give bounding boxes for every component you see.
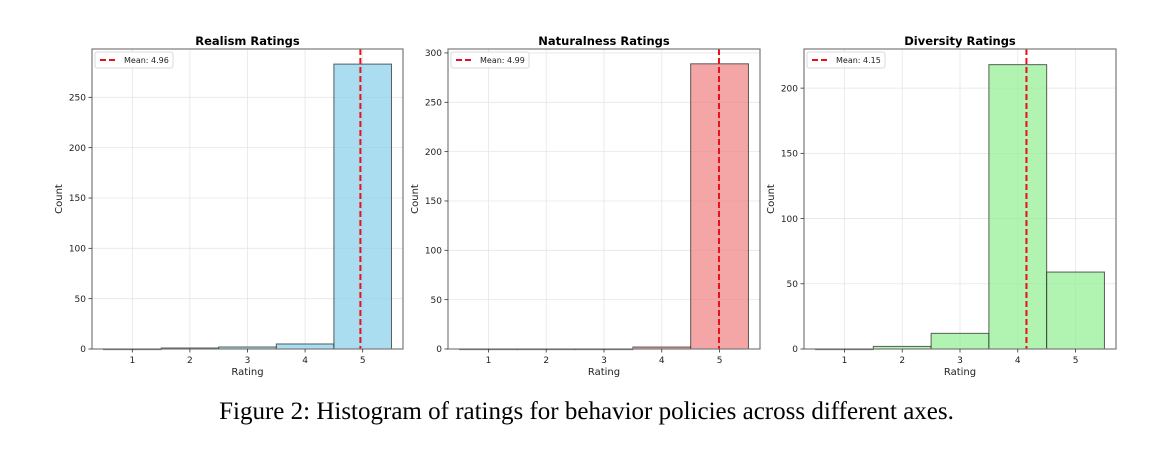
x-tick-label: 5 (717, 356, 723, 366)
x-axis-label: Rating (588, 367, 620, 378)
figure-caption: Figure 2: Histogram of ratings for behav… (219, 398, 954, 425)
y-tick-label: 250 (425, 98, 442, 108)
legend-label: Mean: 4.99 (480, 56, 525, 65)
legend-label: Mean: 4.15 (836, 56, 881, 65)
chart-title: Diversity Ratings (904, 34, 1016, 48)
x-tick-label: 5 (1073, 356, 1079, 366)
y-tick-label: 150 (425, 197, 442, 207)
x-tick-label: 2 (187, 356, 193, 366)
x-tick-label: 1 (486, 356, 492, 366)
x-tick-label: 2 (543, 356, 549, 366)
y-tick-label: 100 (69, 245, 86, 255)
x-tick-label: 3 (601, 356, 607, 366)
y-tick-label: 300 (425, 49, 442, 59)
y-axis-label: Count (766, 184, 777, 214)
y-tick-label: 200 (781, 84, 798, 94)
y-axis-label: Count (410, 184, 421, 214)
legend: Mean: 4.96 (94, 51, 174, 69)
y-tick-label: 150 (781, 150, 798, 160)
x-tick-label: 5 (360, 356, 366, 366)
y-tick-label: 100 (425, 247, 442, 257)
legend: Mean: 4.15 (806, 51, 886, 69)
bar-rating-5 (1046, 271, 1105, 350)
legend: Mean: 4.99 (450, 51, 530, 69)
y-tick-label: 0 (80, 345, 86, 355)
bar-rating-4 (988, 64, 1048, 350)
y-tick-label: 200 (425, 148, 442, 158)
y-tick-label: 50 (431, 296, 443, 306)
chart-title: Realism Ratings (195, 34, 300, 48)
legend-label: Mean: 4.96 (124, 56, 169, 65)
y-tick-label: 250 (69, 94, 86, 104)
bar-rating-3 (930, 332, 990, 350)
legend-box (94, 51, 174, 69)
x-tick-label: 1 (842, 356, 848, 366)
x-axis-label: Rating (231, 367, 263, 378)
y-tick-label: 50 (787, 280, 799, 290)
bar-rating-4 (275, 343, 335, 350)
x-tick-label: 3 (957, 356, 963, 366)
x-tick-label: 1 (129, 356, 135, 366)
x-tick-label: 4 (302, 356, 308, 366)
x-tick-label: 2 (899, 356, 905, 366)
y-tick-label: 0 (436, 345, 442, 355)
y-tick-label: 200 (69, 144, 86, 154)
legend-box (806, 51, 886, 69)
legend-box (450, 51, 530, 69)
y-tick-label: 150 (69, 194, 86, 204)
y-tick-label: 0 (792, 345, 798, 355)
y-tick-label: 50 (75, 295, 87, 305)
x-axis-label: Rating (944, 367, 976, 378)
y-axis-label: Count (54, 184, 65, 214)
x-tick-label: 4 (1015, 356, 1021, 366)
y-tick-label: 100 (781, 215, 798, 225)
bar-rating-5 (333, 63, 392, 350)
x-tick-label: 4 (659, 356, 665, 366)
x-tick-label: 3 (245, 356, 251, 366)
chart-title: Naturalness Ratings (538, 34, 670, 48)
